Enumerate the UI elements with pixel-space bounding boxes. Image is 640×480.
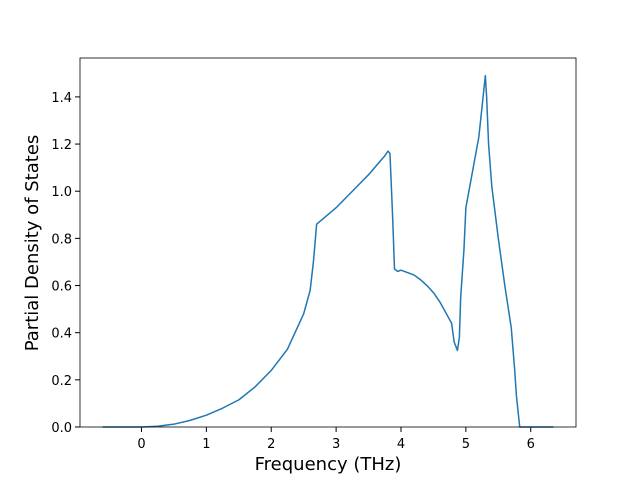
data-line bbox=[102, 74, 554, 428]
x-tick-label: 0 bbox=[137, 437, 145, 452]
y-tick-label: 0.0 bbox=[51, 421, 72, 436]
x-tick-label: 2 bbox=[267, 437, 275, 452]
x-tick-label: 1 bbox=[202, 437, 210, 452]
y-tick-label: 0.6 bbox=[51, 280, 72, 295]
x-tick-label: 6 bbox=[527, 437, 535, 452]
x-tick-label: 4 bbox=[397, 437, 405, 452]
y-tick-label: 1.4 bbox=[51, 91, 72, 106]
x-axis-label: Frequency (THz) bbox=[255, 454, 402, 475]
y-tick-label: 1.0 bbox=[51, 185, 72, 200]
x-tick-label: 5 bbox=[462, 437, 470, 452]
x-tick-label: 3 bbox=[332, 437, 340, 452]
y-tick-label: 0.4 bbox=[51, 327, 72, 342]
plot-frame bbox=[79, 57, 577, 428]
y-axis-label: Partial Density of States bbox=[22, 135, 43, 352]
y-tick-label: 1.2 bbox=[51, 138, 72, 153]
y-tick-label: 0.8 bbox=[51, 232, 72, 247]
y-tick-label: 0.2 bbox=[51, 374, 72, 389]
